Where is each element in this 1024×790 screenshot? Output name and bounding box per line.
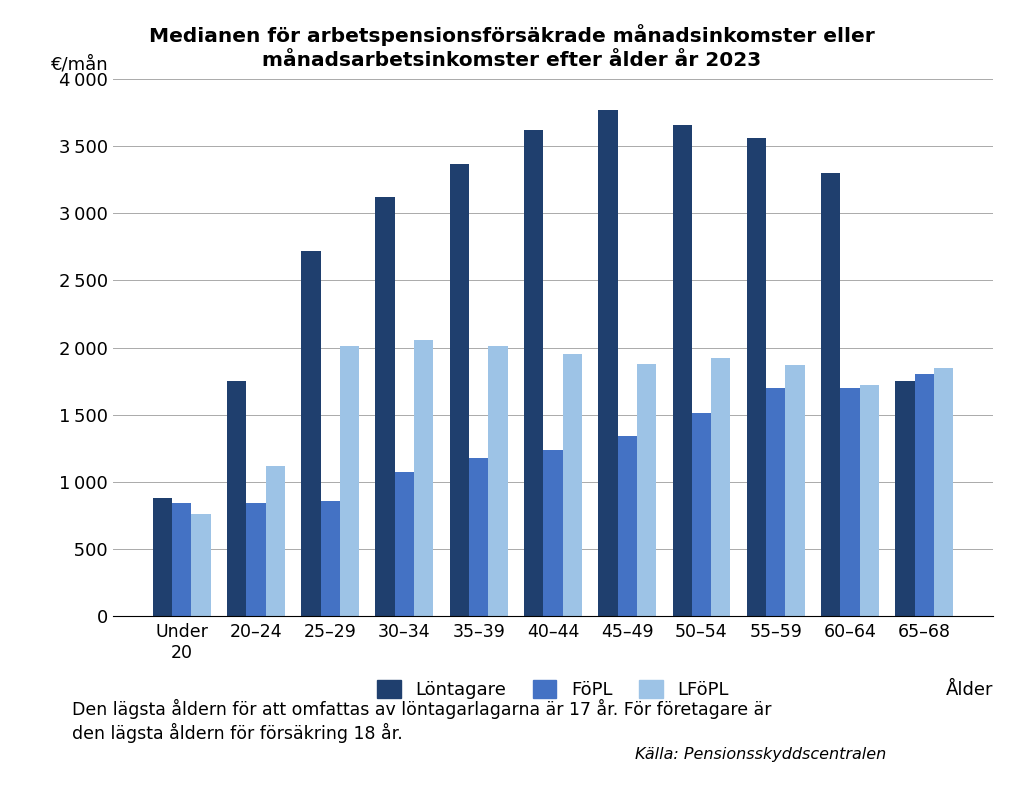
Bar — [841, 388, 860, 616]
Bar — [914, 374, 934, 616]
Bar — [488, 346, 508, 616]
Bar — [673, 125, 692, 616]
Bar — [598, 110, 617, 616]
Bar — [895, 382, 914, 616]
Bar — [469, 457, 488, 616]
Bar — [246, 503, 265, 616]
Text: den lägsta åldern för försäkring 18 år.: den lägsta åldern för försäkring 18 år. — [72, 723, 402, 743]
Bar — [227, 382, 246, 616]
Bar — [414, 340, 433, 616]
Bar — [172, 503, 191, 616]
Bar — [376, 198, 395, 616]
Bar — [395, 472, 414, 616]
Bar — [821, 173, 841, 616]
Bar — [934, 368, 953, 616]
Bar — [711, 359, 730, 616]
Bar — [524, 130, 544, 616]
Text: Medianen för arbetspensionsförsäkrade månadsinkomster eller: Medianen för arbetspensionsförsäkrade må… — [150, 24, 874, 46]
Bar — [637, 363, 656, 616]
Bar — [860, 386, 879, 616]
Bar — [340, 346, 359, 616]
Bar — [692, 413, 711, 616]
Bar — [746, 138, 766, 616]
Bar — [301, 251, 321, 616]
Bar — [544, 450, 562, 616]
Bar — [265, 466, 285, 616]
Text: månadsarbetsinkomster efter ålder år 2023: månadsarbetsinkomster efter ålder år 202… — [262, 51, 762, 70]
Bar — [153, 498, 172, 616]
Bar — [562, 354, 582, 616]
Bar — [191, 514, 211, 616]
Bar — [766, 388, 785, 616]
Bar — [321, 501, 340, 616]
Text: Ålder: Ålder — [946, 681, 993, 698]
Text: €/mån: €/mån — [51, 55, 109, 73]
Text: Den lägsta åldern för att omfattas av löntagarlagarna är 17 år. För företagare ä: Den lägsta åldern för att omfattas av lö… — [72, 699, 771, 719]
Bar — [450, 164, 469, 616]
Bar — [785, 365, 805, 616]
Legend: Löntagare, FöPL, LFöPL: Löntagare, FöPL, LFöPL — [370, 673, 736, 706]
Text: Källa: Pensionsskyddscentralen: Källa: Pensionsskyddscentralen — [635, 747, 886, 762]
Bar — [617, 436, 637, 616]
